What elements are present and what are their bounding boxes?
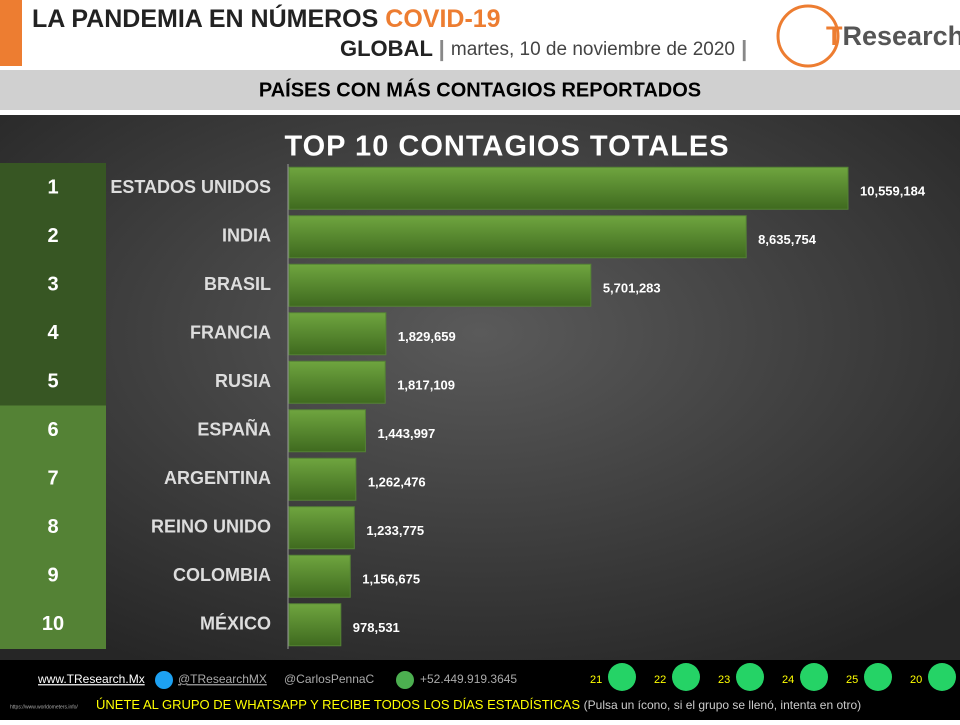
whatsapp-icon[interactable] xyxy=(864,663,892,691)
header-accent xyxy=(0,0,22,66)
footer-twitter2: @CarlosPennaC xyxy=(284,672,375,686)
footer-source: https://www.worldometers.info/ xyxy=(10,704,78,710)
whatsapp-icon[interactable] xyxy=(608,663,636,691)
rank: 8 xyxy=(47,516,58,538)
value-label: 1,817,109 xyxy=(397,378,455,393)
header-bg xyxy=(0,0,960,70)
rank-cell xyxy=(0,211,106,261)
rank-cell xyxy=(0,405,106,455)
bar xyxy=(288,215,747,259)
category-label: BRASIL xyxy=(204,274,271,294)
value-label: 1,233,775 xyxy=(366,523,424,538)
category-label: INDIA xyxy=(222,226,271,246)
bar xyxy=(288,409,366,453)
rank: 10 xyxy=(42,613,64,635)
whatsapp-icon[interactable] xyxy=(928,663,956,691)
category-label: ESPAÑA xyxy=(197,419,271,440)
rank: 2 xyxy=(47,225,58,247)
rank: 7 xyxy=(47,468,58,490)
footer-cta: ÚNETE AL GRUPO DE WHATSAPP Y RECIBE TODO… xyxy=(96,697,861,712)
value-label: 1,262,476 xyxy=(368,475,426,490)
category-label: COLOMBIA xyxy=(173,565,271,585)
footer-web[interactable]: www.TResearch.Mx xyxy=(37,672,145,686)
value-label: 1,829,659 xyxy=(398,329,456,344)
banner: PAÍSES CON MÁS CONTAGIOS REPORTADOS xyxy=(259,78,701,101)
footer-phone: +52.449.919.3645 xyxy=(420,672,517,686)
value-label: 978,531 xyxy=(353,620,400,635)
footer-bg xyxy=(0,660,960,720)
value-label: 10,559,184 xyxy=(860,184,926,199)
footer-twitter[interactable]: @TResearchMX xyxy=(178,672,267,686)
rank: 6 xyxy=(47,419,58,441)
logo-ring xyxy=(776,4,840,68)
rank-cell xyxy=(0,502,106,552)
bar xyxy=(288,603,342,647)
rank-cell xyxy=(0,308,106,358)
header-sub: GLOBAL | martes, 10 de noviembre de 2020… xyxy=(340,36,747,61)
bar xyxy=(288,506,355,550)
bar xyxy=(288,554,351,598)
group-number: 23 xyxy=(718,674,730,686)
group-number: 22 xyxy=(654,674,666,686)
whatsapp-icon[interactable] xyxy=(800,663,828,691)
value-label: 1,156,675 xyxy=(362,572,420,587)
category-label: REINO UNIDO xyxy=(151,517,271,537)
header-title: LA PANDEMIA EN NÚMEROS COVID-19 xyxy=(32,3,501,33)
group-number: 20 xyxy=(910,674,922,686)
rank: 5 xyxy=(47,371,58,393)
rank: 4 xyxy=(47,322,59,344)
rank-cell xyxy=(0,163,106,213)
chart-title: TOP 10 CONTAGIOS TOTALES xyxy=(284,131,729,163)
bar xyxy=(288,263,592,307)
group-number: 21 xyxy=(590,674,602,686)
value-label: 8,635,754 xyxy=(758,232,817,247)
rank-cell xyxy=(0,357,106,407)
logo: TResearch xyxy=(826,21,960,51)
rank-cell xyxy=(0,260,106,310)
category-label: ARGENTINA xyxy=(164,468,271,488)
value-label: 5,701,283 xyxy=(603,281,661,296)
rank-cell xyxy=(0,454,106,504)
bar xyxy=(288,312,387,356)
whatsapp-icon[interactable] xyxy=(736,663,764,691)
rank: 3 xyxy=(47,274,58,296)
category-label: FRANCIA xyxy=(190,323,271,343)
twitter-icon xyxy=(155,671,173,689)
whatsapp-icon[interactable] xyxy=(672,663,700,691)
group-number: 25 xyxy=(846,674,858,686)
banner-bg xyxy=(0,70,960,110)
category-label: RUSIA xyxy=(215,371,271,391)
rank: 9 xyxy=(47,565,58,587)
rank-cell xyxy=(0,599,106,649)
rank: 1 xyxy=(47,177,58,199)
bar xyxy=(288,457,357,501)
phone-icon xyxy=(396,671,414,689)
category-label: MÉXICO xyxy=(200,613,271,634)
value-label: 1,443,997 xyxy=(377,426,435,441)
category-label: ESTADOS UNIDOS xyxy=(110,177,271,197)
bar xyxy=(288,166,849,210)
group-number: 24 xyxy=(782,674,794,686)
rank-cell xyxy=(0,551,106,601)
bar xyxy=(288,360,386,404)
